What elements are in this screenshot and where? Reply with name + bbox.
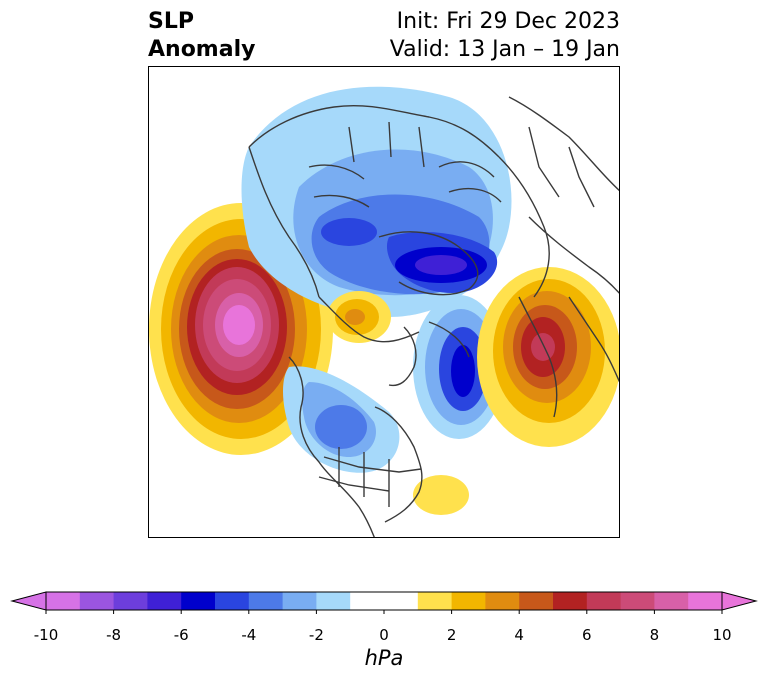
colorbar-unit-label: hPa: [364, 646, 404, 670]
colorbar-ticks: [45, 610, 723, 614]
colorbar-cell: [688, 592, 723, 610]
map-canvas: [149, 86, 619, 537]
colorbar-tick-label: 2: [446, 626, 457, 644]
colorbar-cell: [384, 592, 419, 610]
colorbar-cell: [485, 592, 520, 610]
atlantic-subtropical-positive: [413, 475, 469, 515]
valid-range: Valid: 13 Jan – 19 Jan: [389, 37, 620, 62]
colorbar-min-extension: [10, 591, 47, 611]
colorbar-cell: [620, 592, 655, 610]
colorbar-cell: [519, 592, 554, 610]
polar-positive-anomaly: [327, 291, 391, 343]
colorbar-cell: [316, 592, 351, 610]
colorbar-cell: [46, 592, 81, 610]
map-title: SLP Anomaly: [148, 8, 255, 64]
slp-anomaly-map: [148, 66, 620, 538]
forecast-dates: Init: Fri 29 Dec 2023 Valid: 13 Jan – 19…: [390, 8, 620, 64]
colorbar-cell: [79, 592, 115, 610]
colorbar-cell: [350, 592, 385, 610]
colorbar-tick-label: 8: [649, 626, 660, 644]
colorbar-tick-label: 0: [379, 626, 389, 644]
colorbar-tick-label: -8: [106, 626, 122, 644]
colorbar-cell: [417, 592, 453, 610]
title-line-2: Anomaly: [148, 37, 256, 62]
colorbar-cell: [113, 592, 148, 610]
colorbar-cell: [553, 592, 588, 610]
pacific-positive-anomaly: [149, 203, 333, 455]
colorbar-cells: [46, 592, 723, 610]
colorbar-cell: [451, 592, 486, 610]
colorbar-tick-label: -6: [173, 626, 189, 644]
colorbar-tick-label: 6: [582, 626, 592, 644]
colorbar-cell: [282, 592, 317, 610]
colorbar-cell: [147, 592, 182, 610]
colorbar-tick-label: -2: [308, 626, 324, 644]
colorbar-tick-label: 4: [514, 626, 524, 644]
colorbar: [10, 591, 758, 614]
colorbar-tick-label: 10: [712, 626, 732, 644]
colorbar-tick-label: -10: [33, 626, 59, 644]
colorbar-max-extension: [721, 591, 758, 611]
colorbar-cell: [586, 592, 622, 610]
coastlines: [248, 96, 619, 537]
title-line-1: SLP: [148, 9, 194, 34]
colorbar-tick-label: -4: [241, 626, 257, 644]
init-date: Init: Fri 29 Dec 2023: [396, 9, 620, 34]
colorbar-cell: [654, 592, 689, 610]
namerica-negative-anomaly: [283, 366, 400, 473]
atlantic-negative-anomaly: [413, 295, 505, 439]
colorbar-cell: [215, 592, 250, 610]
colorbar-cell: [181, 592, 216, 610]
colorbar-cell: [248, 592, 284, 610]
arctic-negative-anomaly: [241, 86, 512, 317]
europe-positive-anomaly: [477, 267, 619, 447]
